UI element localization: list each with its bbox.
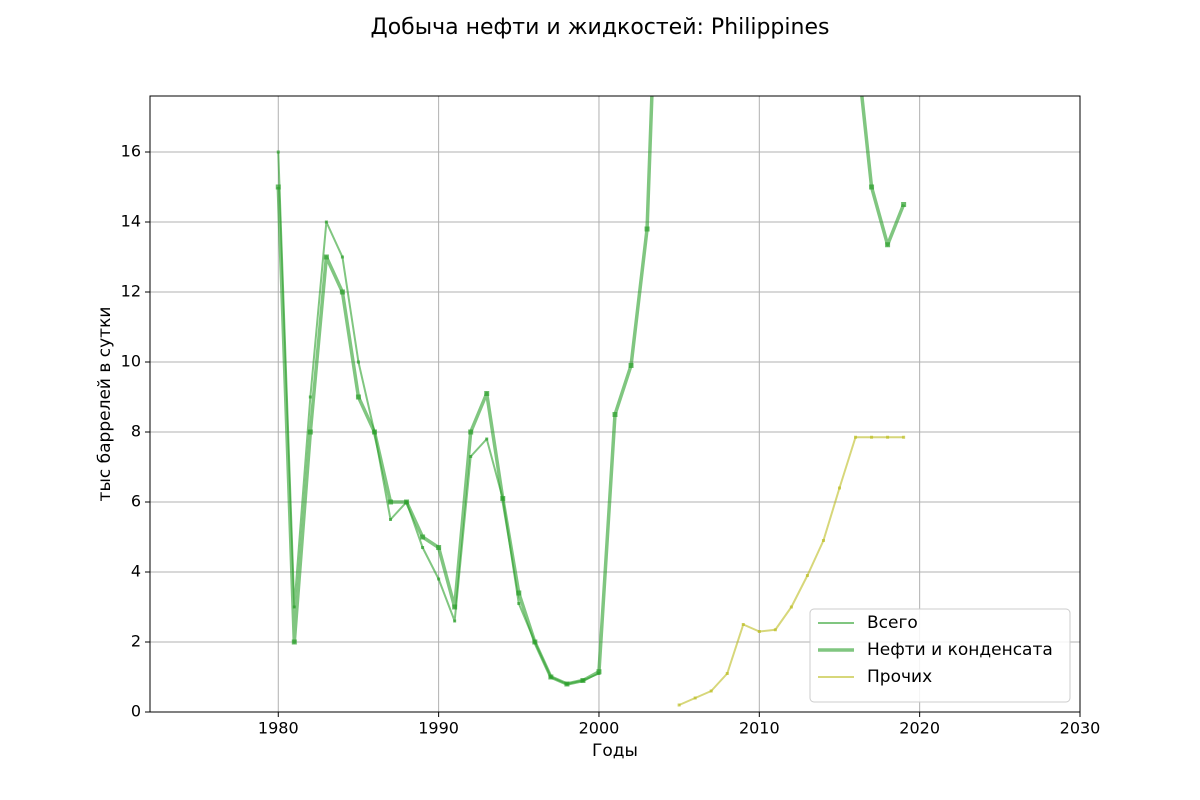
point-marker [901,202,907,207]
x-tick-label: 2010 [739,719,780,738]
point-marker [628,363,634,368]
y-tick-label: 0 [131,702,141,721]
legend: Всего Нефти и конденсата Прочих [809,608,1071,703]
point-marker [870,435,874,439]
point-marker [436,545,442,550]
y-tick-label: 16 [121,142,141,161]
x-tick-label: 2020 [899,719,940,738]
y-tick-label: 10 [121,352,141,371]
point-marker [805,574,809,577]
point-marker [484,391,490,396]
point-marker [886,435,890,439]
point-marker [356,360,360,364]
y-tick-label: 2 [131,632,141,651]
point-marker [741,623,745,626]
legend-box [809,608,1071,703]
series-line [276,96,906,686]
plot-frame [149,95,1081,713]
y-tick-label: 6 [131,492,141,511]
point-marker [275,184,281,190]
ticks: 1980 1990 2000 2010 2020 2030 0 2 4 6 8 10 12 14 16 [121,142,1101,738]
y-tick-label: 14 [121,212,141,231]
x-tick-label: 1980 [258,719,299,738]
point-marker [580,678,586,683]
point-marker [355,394,361,400]
point-marker [276,150,280,154]
point-marker [389,518,393,521]
legend-label: Прочих [867,667,932,687]
point-marker [404,499,410,505]
legend-label: Всего [867,613,918,633]
point-marker [437,577,441,581]
point-marker [709,689,713,693]
legend-label: Нефти и конденсата [867,640,1053,660]
point-marker [485,437,489,441]
point-marker [516,590,522,596]
point-marker [453,619,457,623]
y-axis-label: тыс баррелей в сутки [95,307,115,502]
y-tick-label: 4 [131,562,141,581]
point-marker [693,696,697,700]
point-marker [500,496,506,501]
point-marker [468,429,474,435]
point-marker [725,672,729,675]
point-marker [677,703,681,707]
x-tick-label: 2030 [1060,719,1101,738]
plot-area [275,96,907,707]
point-marker [421,546,425,549]
x-tick-label: 2000 [579,719,620,738]
point-marker [469,455,473,458]
point-marker [323,254,329,260]
point-marker [837,486,841,490]
point-marker [452,604,458,610]
point-marker [902,435,906,439]
point-marker [789,605,793,609]
point-marker [307,429,313,435]
point-marker [564,681,570,687]
point-marker [308,395,312,399]
point-marker [388,499,394,505]
point-marker [757,630,761,633]
point-marker [885,242,891,248]
point-marker [532,639,538,645]
point-marker [854,435,858,439]
point-marker [548,674,554,680]
point-marker [821,539,825,542]
point-marker [644,226,650,232]
point-marker [291,639,297,645]
point-marker [420,534,426,540]
point-marker [340,255,344,259]
point-marker [612,412,618,417]
point-marker [371,429,377,435]
point-marker [324,220,328,224]
point-marker [773,628,777,632]
point-marker [517,602,521,605]
point-marker [339,289,345,295]
point-marker [596,669,602,675]
chart-title: Добыча нефти и жидкостей: Philippines [371,15,830,40]
x-axis-label: Годы [592,741,638,761]
y-tick-label: 12 [121,282,141,301]
y-tick-label: 8 [131,422,141,441]
point-marker [869,184,875,190]
x-tick-label: 1990 [418,719,459,738]
